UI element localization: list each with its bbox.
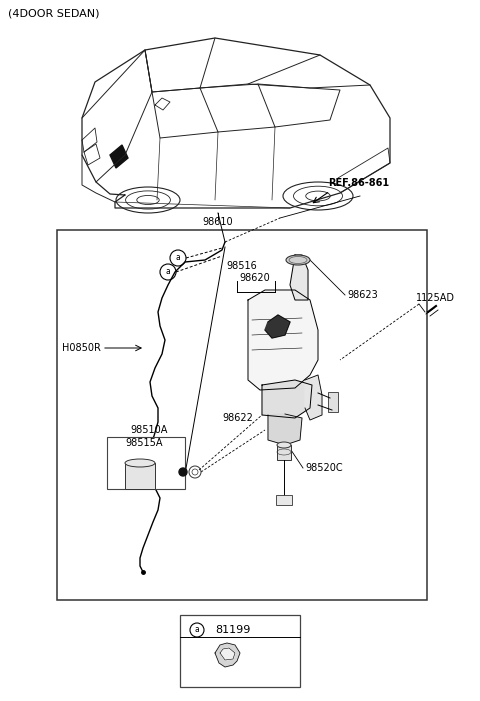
Text: 1125AD: 1125AD xyxy=(416,293,455,303)
Text: a: a xyxy=(194,625,199,634)
Polygon shape xyxy=(110,145,128,168)
Polygon shape xyxy=(305,375,322,420)
Text: REF.86-861: REF.86-861 xyxy=(328,178,389,188)
Ellipse shape xyxy=(125,459,155,467)
Text: (4DOOR SEDAN): (4DOOR SEDAN) xyxy=(8,9,99,19)
Bar xyxy=(276,495,292,505)
Bar xyxy=(57,230,427,600)
Text: 98622: 98622 xyxy=(222,413,253,423)
Ellipse shape xyxy=(277,442,291,448)
Polygon shape xyxy=(290,255,308,300)
Text: 98515A: 98515A xyxy=(125,438,163,448)
Polygon shape xyxy=(262,380,312,418)
Text: 81199: 81199 xyxy=(215,625,251,635)
Ellipse shape xyxy=(286,255,310,265)
Polygon shape xyxy=(248,290,318,390)
Circle shape xyxy=(179,468,187,476)
Bar xyxy=(277,445,291,460)
Polygon shape xyxy=(215,643,240,667)
Text: a: a xyxy=(176,254,180,262)
Text: 98516: 98516 xyxy=(226,261,257,271)
Text: 98623: 98623 xyxy=(347,290,378,300)
Polygon shape xyxy=(268,414,302,445)
Bar xyxy=(180,615,300,687)
Text: H0850R: H0850R xyxy=(62,343,101,353)
Text: 98610: 98610 xyxy=(203,217,233,227)
Bar xyxy=(125,463,155,489)
Polygon shape xyxy=(220,648,235,660)
Text: 98520C: 98520C xyxy=(305,463,343,473)
Bar xyxy=(107,437,185,489)
Text: 98620: 98620 xyxy=(240,273,270,283)
Bar xyxy=(328,392,338,412)
Text: a: a xyxy=(166,268,170,276)
Text: 98510A: 98510A xyxy=(130,425,168,435)
Polygon shape xyxy=(265,315,290,338)
